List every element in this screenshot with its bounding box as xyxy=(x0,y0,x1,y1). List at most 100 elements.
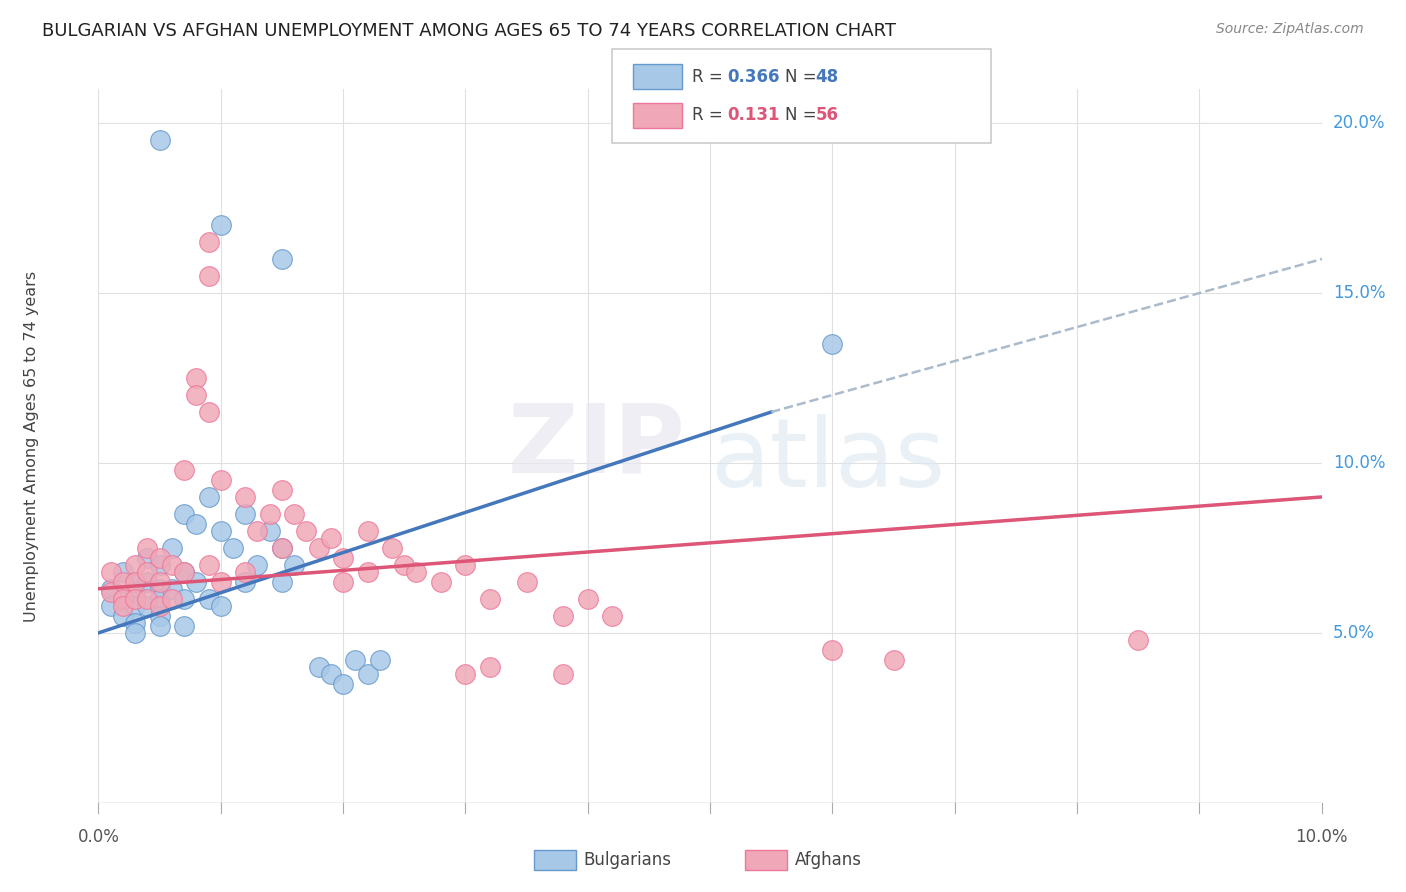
Point xyxy=(100,565,122,579)
Point xyxy=(186,371,208,385)
Point xyxy=(136,541,159,555)
Point xyxy=(283,507,305,521)
Text: 48: 48 xyxy=(815,68,838,86)
Point xyxy=(332,574,354,589)
Point xyxy=(576,591,599,606)
Point xyxy=(454,666,477,681)
Text: 0.366: 0.366 xyxy=(727,68,779,86)
Point xyxy=(173,591,195,606)
Point xyxy=(553,608,575,623)
Point xyxy=(197,558,219,572)
Point xyxy=(319,531,342,545)
Point xyxy=(295,524,318,538)
Point xyxy=(356,524,378,538)
Point xyxy=(173,619,195,633)
Point xyxy=(160,558,183,572)
Point xyxy=(308,660,330,674)
Point xyxy=(173,463,195,477)
Point xyxy=(454,558,477,572)
Point xyxy=(149,574,172,589)
Point xyxy=(197,591,219,606)
Point xyxy=(100,582,122,596)
Point xyxy=(124,574,146,589)
Point xyxy=(149,599,172,613)
Point xyxy=(136,551,159,566)
Point xyxy=(319,666,342,681)
Point xyxy=(821,337,844,351)
Point xyxy=(332,551,354,566)
Text: atlas: atlas xyxy=(710,414,945,507)
Point xyxy=(883,653,905,667)
Point xyxy=(405,565,427,579)
Text: Unemployment Among Ages 65 to 74 years: Unemployment Among Ages 65 to 74 years xyxy=(24,270,38,622)
Text: BULGARIAN VS AFGHAN UNEMPLOYMENT AMONG AGES 65 TO 74 YEARS CORRELATION CHART: BULGARIAN VS AFGHAN UNEMPLOYMENT AMONG A… xyxy=(42,22,896,40)
Point xyxy=(222,541,245,555)
Point xyxy=(124,558,146,572)
Point xyxy=(100,585,122,599)
Point xyxy=(283,558,305,572)
Point xyxy=(173,565,195,579)
Point xyxy=(209,473,232,487)
Point xyxy=(124,626,146,640)
Point xyxy=(233,574,256,589)
Point xyxy=(111,591,134,606)
Point xyxy=(270,541,292,555)
Point xyxy=(149,551,172,566)
Point xyxy=(478,591,501,606)
Point xyxy=(246,524,269,538)
Text: ZIP: ZIP xyxy=(508,400,686,492)
Point xyxy=(270,541,292,555)
Text: N =: N = xyxy=(785,106,821,124)
Text: 10.0%: 10.0% xyxy=(1333,454,1385,472)
Text: Source: ZipAtlas.com: Source: ZipAtlas.com xyxy=(1216,22,1364,37)
Point xyxy=(160,582,183,596)
Point xyxy=(233,507,256,521)
Point xyxy=(209,218,232,232)
Point xyxy=(270,483,292,498)
Point xyxy=(209,524,232,538)
Point xyxy=(246,558,269,572)
Point xyxy=(136,565,159,579)
Point xyxy=(516,574,538,589)
Point xyxy=(186,388,208,402)
Point xyxy=(124,574,146,589)
Point xyxy=(430,574,453,589)
Point xyxy=(124,591,146,606)
Point xyxy=(197,269,219,284)
Point xyxy=(111,608,134,623)
Point xyxy=(392,558,416,572)
Point xyxy=(149,582,172,596)
Point xyxy=(197,235,219,249)
Point xyxy=(259,524,281,538)
Point xyxy=(600,608,623,623)
Point xyxy=(111,574,134,589)
Point xyxy=(209,599,232,613)
Point xyxy=(259,507,281,521)
Text: Afghans: Afghans xyxy=(794,851,862,869)
Point xyxy=(356,666,378,681)
Point xyxy=(1128,632,1150,647)
Point xyxy=(111,599,134,613)
Text: 15.0%: 15.0% xyxy=(1333,284,1385,302)
Point xyxy=(160,541,183,555)
Point xyxy=(308,541,330,555)
Point xyxy=(124,599,146,613)
Point xyxy=(136,599,159,613)
Text: 20.0%: 20.0% xyxy=(1333,114,1385,132)
Point xyxy=(821,643,844,657)
Text: 0.131: 0.131 xyxy=(727,106,779,124)
Point xyxy=(553,666,575,681)
Text: R =: R = xyxy=(692,68,728,86)
Point xyxy=(478,660,501,674)
Point xyxy=(332,677,354,691)
Text: 5.0%: 5.0% xyxy=(1333,624,1375,642)
Point xyxy=(160,591,183,606)
Point xyxy=(381,541,404,555)
Point xyxy=(197,490,219,504)
Point xyxy=(136,574,159,589)
Point xyxy=(270,574,292,589)
Point xyxy=(124,615,146,630)
Point xyxy=(344,653,367,667)
Text: 0.0%: 0.0% xyxy=(77,828,120,846)
Point xyxy=(209,574,232,589)
